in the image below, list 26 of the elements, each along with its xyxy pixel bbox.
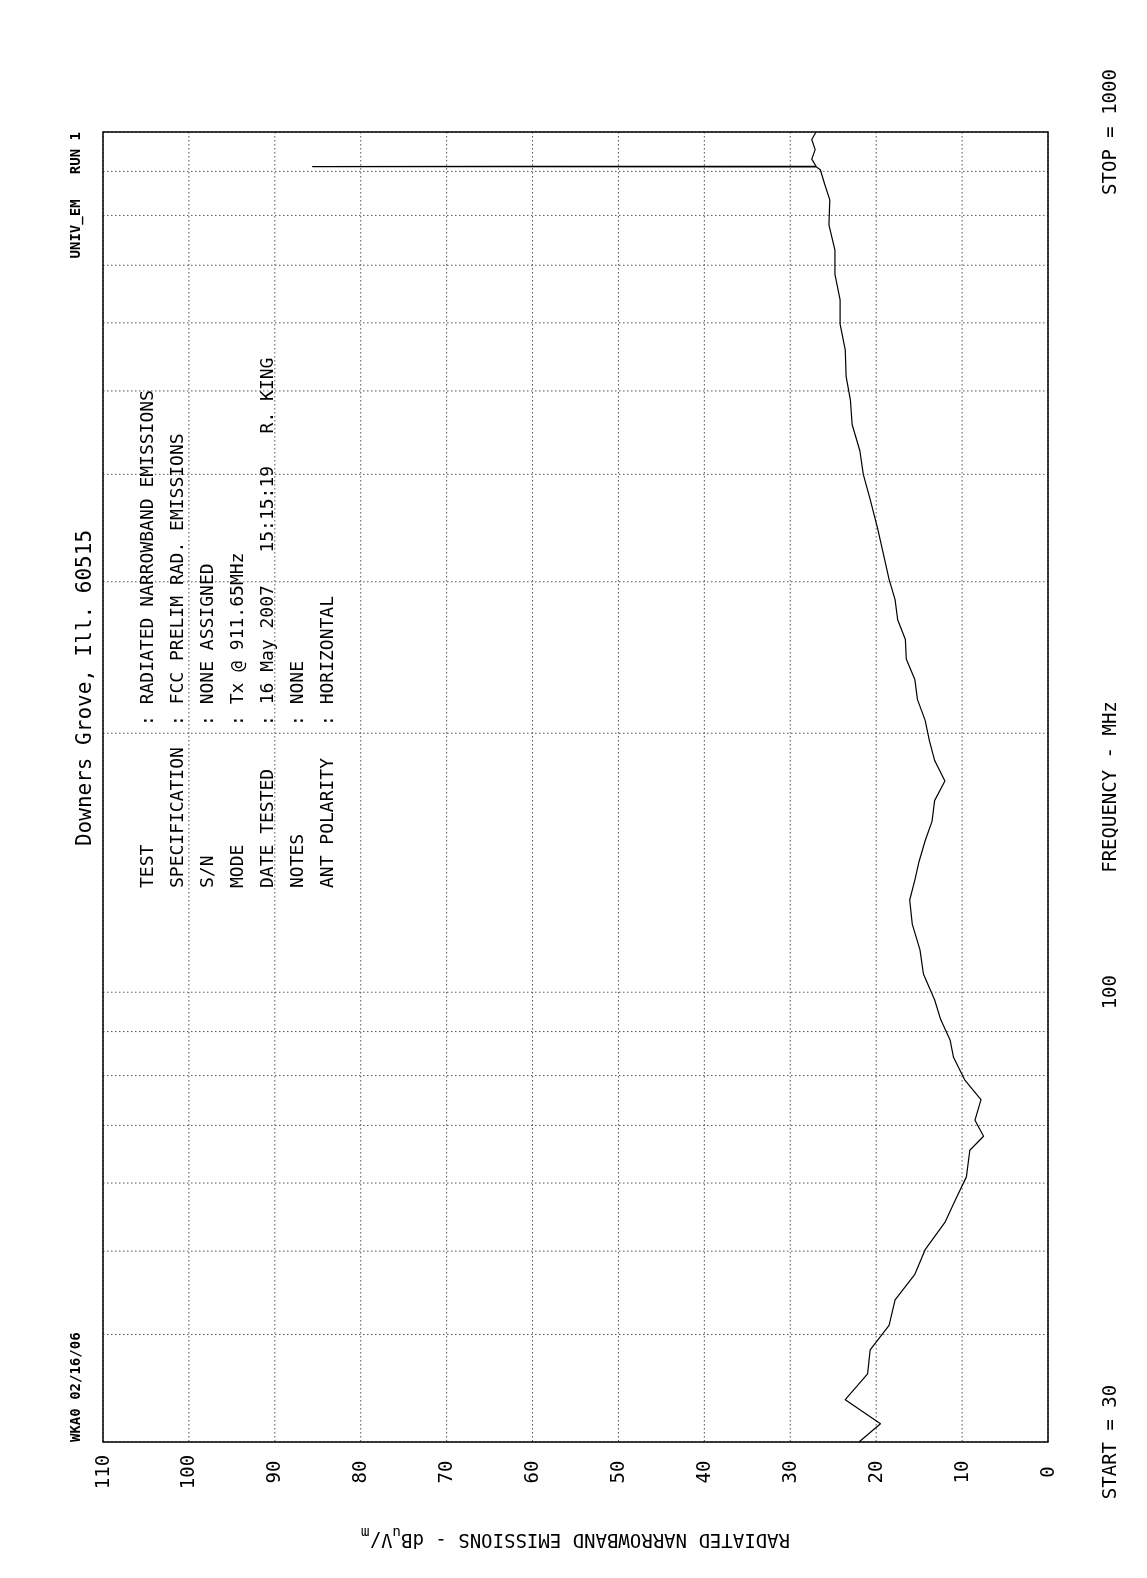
x-tick-label: 10: [949, 1460, 972, 1484]
x-tick-label: 110: [90, 1454, 113, 1490]
text: TEST: RADIATED NARROWBAND EMISSIONS: [136, 390, 157, 888]
text: UNIV_EM RUN 1: [67, 132, 84, 259]
x-tick-label: 40: [691, 1460, 714, 1484]
x-tick-label: 90: [262, 1460, 285, 1484]
text: Downers Grove, Ill. 60515: [72, 529, 96, 847]
x-tick-label: 60: [520, 1460, 543, 1484]
y-tick-label: START = 30: [1097, 1384, 1120, 1500]
x-tick-label: 20: [863, 1460, 886, 1484]
y-tick-label: STOP = 1000: [1097, 69, 1120, 195]
text: S/N: NONE ASSIGNED: [196, 563, 217, 888]
x-tick-label: 0: [1035, 1466, 1058, 1478]
x-tick-label: 70: [434, 1460, 457, 1484]
annotation: SPECIFICATION: FCC PRELIM RAD. EMISSIONS: [166, 433, 187, 888]
x-tick-label: 100: [176, 1454, 199, 1490]
x-tick-label: 80: [348, 1460, 371, 1484]
text: NOTES: NONE: [286, 660, 307, 888]
text: DATE TESTED: 16 May 2007 15:15:19 R. KING: [256, 357, 277, 888]
y-axis-title: FREQUENCY - MHz: [1097, 701, 1120, 873]
text: MODE: Tx @ 911.65MHz: [226, 552, 247, 888]
text: ANT POLARITY: HORIZONTAL: [316, 595, 337, 888]
y-tick-label: 100: [1097, 975, 1120, 1010]
x-tick-label: 50: [605, 1460, 628, 1484]
text: WKA0 02/16/06: [67, 1332, 83, 1442]
x-tick-label: 30: [777, 1460, 800, 1484]
